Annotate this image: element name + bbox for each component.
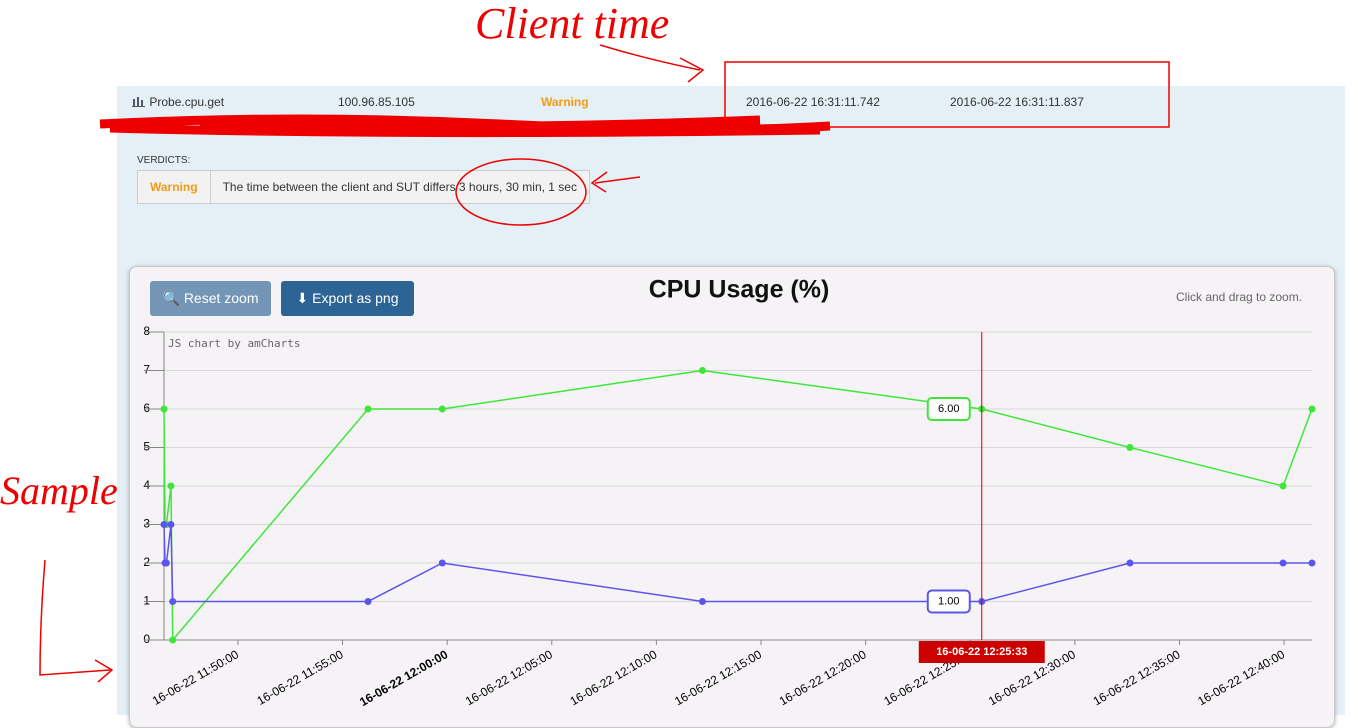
x-tick-label: 16-06-22 12:40:00 (1195, 647, 1287, 708)
x-tick-label: 16-06-22 12:15:00 (672, 647, 764, 708)
series-line (163, 369, 1313, 643)
cursor-label-bg (918, 641, 1045, 663)
x-tick-label: 16-06-22 12:20:00 (777, 647, 869, 708)
chart-card (129, 266, 1335, 728)
x-tick-label: 16-06-22 11:50:00 (150, 647, 241, 708)
verdict-status: Warning (138, 171, 211, 203)
y-tick-label: 8 (143, 324, 150, 338)
zoom-hint: Click and drag to zoom. (1176, 290, 1303, 304)
y-tick-label: 4 (143, 478, 150, 492)
y-tick-label: 3 (143, 517, 150, 531)
data-point (1279, 559, 1287, 567)
probe-ip: 100.96.85.105 (338, 95, 415, 109)
y-tick-label: 6 (143, 401, 150, 415)
data-point (364, 405, 372, 413)
reset-zoom-button[interactable]: 🔍 Reset zoom (150, 281, 271, 316)
chart-title: CPU Usage (%) (649, 276, 830, 304)
data-point (438, 405, 446, 413)
button-label: Reset zoom (183, 290, 259, 306)
data-point (162, 559, 170, 567)
verdicts-label: VERDICTS: (137, 155, 191, 166)
data-point (698, 367, 706, 374)
y-tick-label: 7 (143, 363, 150, 377)
x-tick-label: 16-06-22 11:55:00 (254, 647, 345, 708)
data-point (698, 598, 706, 605)
y-tick-label: 2 (143, 555, 150, 569)
chart-credit: JS chart by amCharts (168, 337, 300, 350)
cursor-label: 16-06-22 12:25:33 (936, 646, 1027, 658)
data-point (169, 598, 177, 605)
data-point (1308, 559, 1316, 567)
y-tick-label: 5 (143, 440, 150, 454)
x-tick-label: 16-06-22 12:05:00 (463, 647, 555, 708)
data-point (1126, 559, 1134, 567)
x-tick-label: 16-06-22 12:00:00 (357, 647, 450, 709)
data-point (167, 482, 175, 490)
data-point (364, 598, 372, 605)
data-point (160, 405, 168, 413)
export-button[interactable]: ⬇ Export as png (281, 281, 414, 316)
balloon-label: 1.00 (938, 595, 959, 607)
y-tick-label: 1 (143, 594, 150, 608)
y-tick-label: 0 (143, 632, 150, 646)
chart-icon (132, 97, 145, 107)
data-point (438, 559, 446, 567)
data-point (160, 521, 168, 528)
button-label: Export as png (312, 290, 399, 306)
data-point (1308, 405, 1316, 413)
data-point (1279, 482, 1287, 490)
probe-row: Probe.cpu.get (132, 95, 224, 109)
data-point (167, 521, 175, 528)
balloon-label: 6.00 (938, 403, 959, 415)
x-tick-label: 16-06-22 12:35:00 (1091, 647, 1183, 708)
probe-name[interactable]: Probe.cpu.get (149, 95, 225, 109)
balloon (926, 589, 971, 614)
x-tick-label: 16-06-22 12:10:00 (568, 647, 660, 708)
data-point (169, 636, 177, 644)
data-point (1126, 444, 1134, 451)
balloon (926, 397, 971, 421)
probe-status: Warning (541, 95, 589, 109)
